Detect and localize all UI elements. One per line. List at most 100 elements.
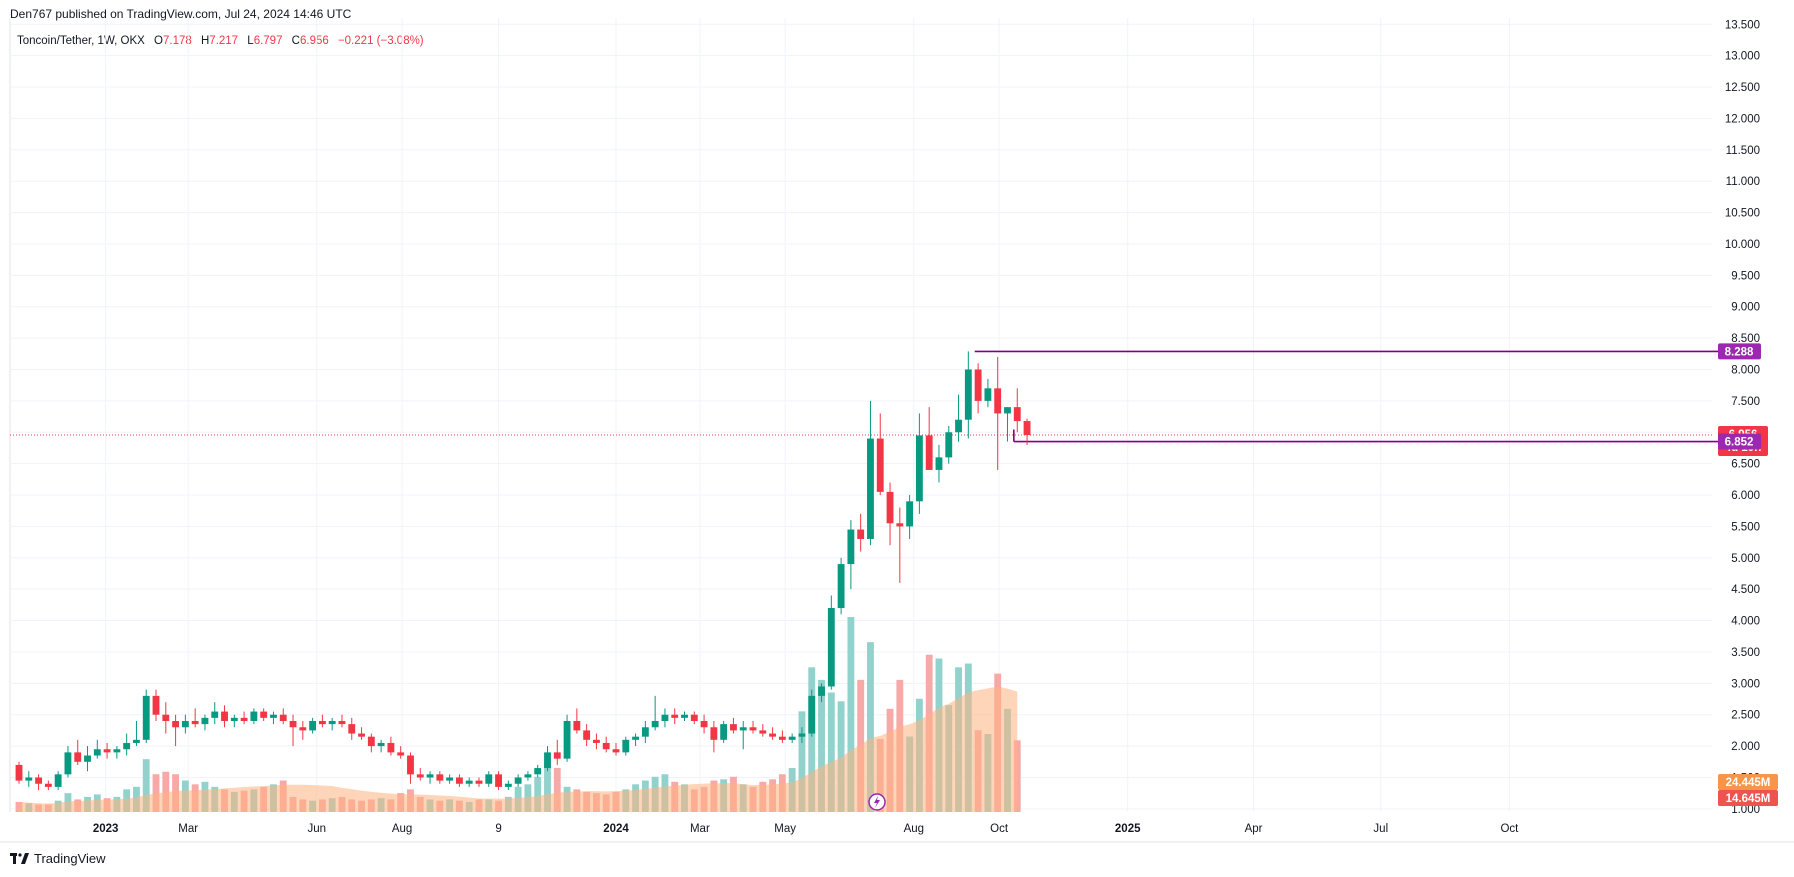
candle-body: [181, 720, 189, 728]
candle-body: [250, 711, 258, 721]
candle-body: [387, 742, 395, 753]
volume-bar: [1013, 740, 1021, 812]
volume-bar: [553, 767, 561, 812]
candle-body: [416, 774, 424, 778]
candle-body: [749, 727, 757, 731]
volume-bar: [534, 776, 542, 812]
y-tick-label: 12.000: [1725, 113, 1760, 125]
candle-body: [514, 777, 522, 784]
volume-bar: [162, 771, 170, 812]
candle-body: [142, 695, 150, 740]
candle-body: [641, 727, 649, 737]
y-tick-label: 4.500: [1731, 584, 1760, 596]
candle-body: [436, 774, 444, 781]
y-tick-label: 8.000: [1731, 364, 1760, 376]
candle-body: [54, 774, 62, 787]
close-value: 6.956: [299, 35, 329, 47]
volume-bar: [798, 711, 806, 812]
volume-bar: [808, 667, 816, 812]
candle-body: [133, 739, 140, 743]
candle-body: [984, 388, 992, 401]
candle-body: [211, 711, 219, 718]
volume-tag-box: [1718, 774, 1778, 790]
candle-body: [739, 727, 747, 731]
y-tick-label: 4.000: [1731, 616, 1760, 628]
y-tick-label: 6.500: [1731, 459, 1760, 471]
y-tick-label: 5.000: [1731, 553, 1760, 565]
candle-body: [935, 457, 943, 470]
candle-body: [915, 435, 923, 502]
candle-body: [925, 435, 933, 470]
y-tick-label: 13.000: [1725, 51, 1760, 63]
volume-tag-box: [1718, 790, 1778, 806]
x-tick-label: May: [774, 823, 796, 835]
candle-body: [690, 714, 698, 721]
axes[interactable]: 1.0001.5002.0002.5003.0003.5004.0004.500…: [93, 19, 1760, 835]
candle-body: [348, 724, 356, 734]
candle-body: [524, 774, 532, 778]
horizontal-levels[interactable]: [10, 350, 1718, 443]
volume-bar: [837, 701, 845, 812]
candle-body: [671, 714, 679, 718]
candle-body: [612, 749, 620, 753]
x-tick-label: 2025: [1115, 823, 1141, 835]
candle-body: [964, 369, 972, 420]
candle-body: [172, 720, 180, 728]
candles: [15, 351, 1031, 791]
candle-body: [162, 714, 170, 721]
candle-body: [945, 432, 953, 458]
candle-body: [661, 714, 669, 721]
candle-body: [15, 764, 23, 781]
x-tick-label: 2024: [603, 823, 629, 835]
volume-bar: [847, 617, 855, 812]
candle-body: [876, 438, 884, 492]
x-tick-label: 9: [495, 823, 501, 835]
x-tick-label: Jul: [1373, 823, 1388, 835]
high-label: H: [200, 35, 210, 47]
candle-body: [289, 720, 297, 728]
candle-body: [309, 720, 317, 731]
candle-body: [847, 529, 855, 565]
lightning-bolt-icon: [874, 796, 880, 808]
x-tick-label: Apr: [1245, 823, 1263, 835]
volume-bar: [544, 761, 551, 812]
candle-body: [534, 768, 542, 775]
y-tick-label: 10.000: [1725, 239, 1760, 251]
symbol-title[interactable]: Toncoin/Tether, 1W, OKX: [17, 35, 145, 47]
candle-body: [504, 783, 512, 787]
candle-body: [495, 774, 502, 787]
low-value: 6.797: [253, 35, 283, 47]
y-tick-label: 11.500: [1726, 145, 1760, 157]
candle-body: [152, 695, 160, 715]
candle-body: [407, 755, 414, 775]
level-tag-box: [1718, 343, 1761, 360]
candle-body: [191, 720, 199, 725]
candle-body: [818, 686, 825, 696]
volume-bar: [818, 679, 825, 812]
candle-body: [974, 369, 982, 401]
candle-body: [367, 736, 375, 747]
low-label: L: [247, 35, 254, 47]
candle-body: [221, 711, 228, 721]
candle-body: [318, 720, 326, 725]
candle-body: [622, 739, 630, 753]
y-tick-label: 10.500: [1725, 208, 1760, 220]
volume-bar: [867, 642, 874, 812]
x-tick-label: Aug: [904, 823, 924, 835]
candle-body: [553, 752, 561, 759]
candle-body: [602, 742, 610, 750]
candle-body: [808, 695, 816, 734]
candle-body: [778, 736, 786, 740]
x-tick-label: Aug: [392, 823, 412, 835]
level-tag-front-box: [1718, 433, 1761, 450]
candle-body: [994, 388, 1002, 414]
candle-body: [270, 714, 277, 718]
x-tick-label: Mar: [178, 823, 198, 835]
candle-body: [955, 419, 962, 433]
x-tick-label: Jun: [308, 823, 327, 835]
volume-bar: [152, 774, 160, 812]
x-tick-label: Mar: [690, 823, 710, 835]
candle-body: [397, 752, 405, 756]
candle-body: [64, 752, 72, 775]
